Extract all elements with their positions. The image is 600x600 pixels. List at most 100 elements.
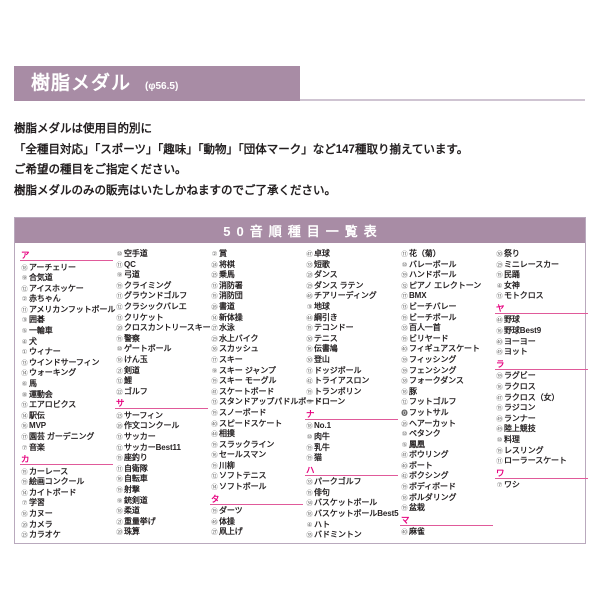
category-item[interactable]: ⑮ 座釣り [115,453,208,464]
category-item[interactable]: ② 赤ちゃん [20,294,113,305]
category-item[interactable]: ⑬ ビーチバレー [400,302,493,313]
category-item[interactable]: ⑰ スキー [210,355,303,366]
category-item[interactable]: ⑭ ウォーキング [20,368,113,379]
category-item[interactable]: ⑫ サッカーBest11 [115,443,208,454]
category-item[interactable]: ⑨ 銃剣道 [115,496,208,507]
category-item[interactable]: ⑲ ビリヤード [400,334,493,345]
category-item[interactable]: ⑪ アメリカンフットボール [20,305,115,316]
category-item[interactable]: ⑬ スタンドアップパドルボード [210,397,322,408]
category-item[interactable]: ⑭ 新体操 [210,313,303,324]
category-item[interactable]: ⑲ ダーツ [210,506,303,517]
category-item[interactable]: ③ 囲碁 [20,315,113,326]
category-item[interactable]: ⑪ ローラースケート [495,456,588,467]
category-item[interactable]: ⑳ カメラ [20,520,113,531]
category-item[interactable]: ⑤ ドローン [305,397,398,408]
category-item[interactable]: ⑲ クライミング [115,281,208,292]
category-item[interactable]: ⑱ No.1 [305,421,398,432]
category-item[interactable]: ⑮ テコンドー [305,323,398,334]
category-item[interactable]: ⑬ 消防署 [210,281,303,292]
category-item[interactable]: ⑲ レスリング [495,446,588,457]
category-item[interactable]: ⑫ アイスホッケー [20,284,113,295]
category-item[interactable]: ⑨ スキー ジャンプ [210,366,303,377]
category-item[interactable]: ⑧ 運動会 [20,390,113,401]
category-item[interactable]: ⑳ クロスカントリースキー [115,323,210,334]
category-item[interactable]: ⑫ クラシックバレエ [115,302,208,313]
category-item[interactable]: ⑱ ボルダリング [400,493,493,504]
category-item[interactable]: ⑱ けん玉 [115,355,208,366]
category-item[interactable]: ⑨ 合気道 [20,273,113,284]
category-item[interactable]: ⑲ 射撃 [115,485,208,496]
category-item[interactable]: ⑤ 鳳凰 [400,440,493,451]
category-item[interactable]: ⑪ グラウンドゴルフ [115,291,208,302]
category-item[interactable]: ⑱ 柔道 [115,506,208,517]
category-item[interactable]: ⑦ ワシ [495,480,588,491]
category-item[interactable]: ⑱ カヌー [20,509,113,520]
category-item[interactable]: ① ウィナー [20,347,113,358]
category-item[interactable]: ④ ハト [305,520,398,531]
category-item[interactable]: ⑲ スラックライン [210,440,303,451]
category-item[interactable]: ⑮ 消防団 [210,291,303,302]
category-item[interactable]: ⑯ MVP [20,421,113,432]
category-item[interactable]: ⑮ ラジコン [495,403,588,414]
category-item[interactable]: ⓿ フットサル [400,408,493,419]
category-item[interactable]: ⑭ ソフトボール [210,482,303,493]
category-item[interactable]: ⑲ 川柳 [210,461,303,472]
category-item[interactable]: ⑰ BMX [400,291,493,302]
category-item[interactable]: ⑪ QC [115,260,208,271]
category-item[interactable]: ⑮ カーレース [20,467,113,478]
category-item[interactable]: ⑲ 乳牛 [305,443,398,454]
category-item[interactable]: ⑩ 肉牛 [305,432,398,443]
category-item[interactable]: ⑲ 盆栽 [400,503,493,514]
category-item[interactable]: ⑤ 一輪車 [20,326,113,337]
category-item[interactable]: ⑱ バスケットボールBest5 [305,509,398,520]
category-item[interactable]: ⑲ スノーボード [210,408,303,419]
category-item[interactable]: ⑲ ボディボード [400,482,493,493]
category-item[interactable]: ⑪ 自衛隊 [115,464,208,475]
category-item[interactable]: ⑰ 園芸 ガーデニング [20,432,113,443]
category-item[interactable]: ⑭ 駅伝 [20,411,113,422]
category-item[interactable]: ⑦ 学習 [20,498,113,509]
category-item[interactable]: ⑨ 弓道 [115,270,208,281]
category-item[interactable]: ⑱ アーチェリー [20,263,113,274]
category-item[interactable]: ⑩ ゲートボール [115,344,208,355]
category-item[interactable]: ⑯ 自転車 [115,474,208,485]
category-item[interactable]: ⑯ 伝書鳩 [305,344,398,355]
